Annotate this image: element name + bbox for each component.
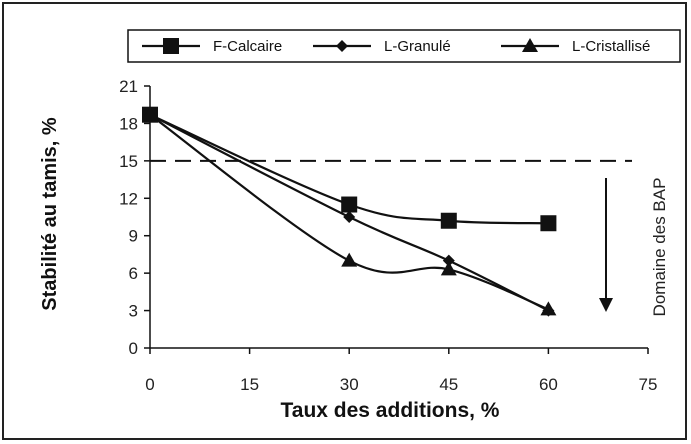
chart-frame: F-Calcaire L-Granulé L-Cristallisé 0 3 6 9 12 1…: [2, 2, 687, 440]
y-tick-label: 9: [129, 227, 138, 246]
chart: F-Calcaire L-Granulé L-Cristallisé 0 3 6 9 12 1…: [39, 29, 681, 422]
y-tick-label: 15: [119, 152, 138, 171]
legend-label-2: L-Granulé: [384, 38, 451, 55]
y-tick-label: 6: [129, 264, 138, 283]
series-line-2: [149, 113, 549, 312]
series-line-1: [149, 113, 549, 225]
x-tick-label: 15: [240, 375, 259, 394]
legend-label-1: F-Calcaire: [213, 38, 282, 55]
y-tick-label: 3: [129, 302, 138, 321]
down-arrow-head: [599, 298, 613, 312]
series-3-point: [440, 261, 457, 276]
x-tick-label: 60: [539, 375, 558, 394]
x-tick-label: 75: [639, 375, 658, 394]
y-tick-label: 21: [119, 77, 138, 96]
y-tick-label: 12: [119, 189, 138, 208]
y-tick-label: 18: [119, 114, 138, 133]
series-line-3: [149, 113, 549, 311]
series-2-point: [343, 211, 356, 223]
annotation-text: Domaine des BAP: [650, 178, 669, 317]
legend-marker-1: [163, 38, 179, 54]
legend-label-3: L-Cristallisé: [572, 38, 650, 55]
series-3-point: [540, 301, 557, 316]
series-1-point: [341, 196, 358, 213]
legend-marker-3: [522, 38, 538, 52]
annotation: Domaine des BAP: [599, 178, 669, 317]
series-3-point: [142, 106, 158, 121]
legend: F-Calcaire L-Granulé L-Cristallisé: [127, 29, 681, 63]
x-tick-label: 30: [340, 375, 359, 394]
series-1-point: [440, 212, 457, 229]
legend-marker-2: [336, 40, 348, 52]
series-1-point: [540, 215, 557, 232]
y-axis-title: Stabilité au tamis, %: [39, 117, 61, 311]
series-3-point: [341, 252, 358, 267]
legend-box: [127, 29, 681, 63]
x-axis-title: Taux des additions, %: [281, 399, 500, 422]
x-tick-label: 0: [145, 375, 154, 394]
y-tick-label: 0: [129, 339, 138, 358]
x-tick-label: 45: [439, 375, 458, 394]
